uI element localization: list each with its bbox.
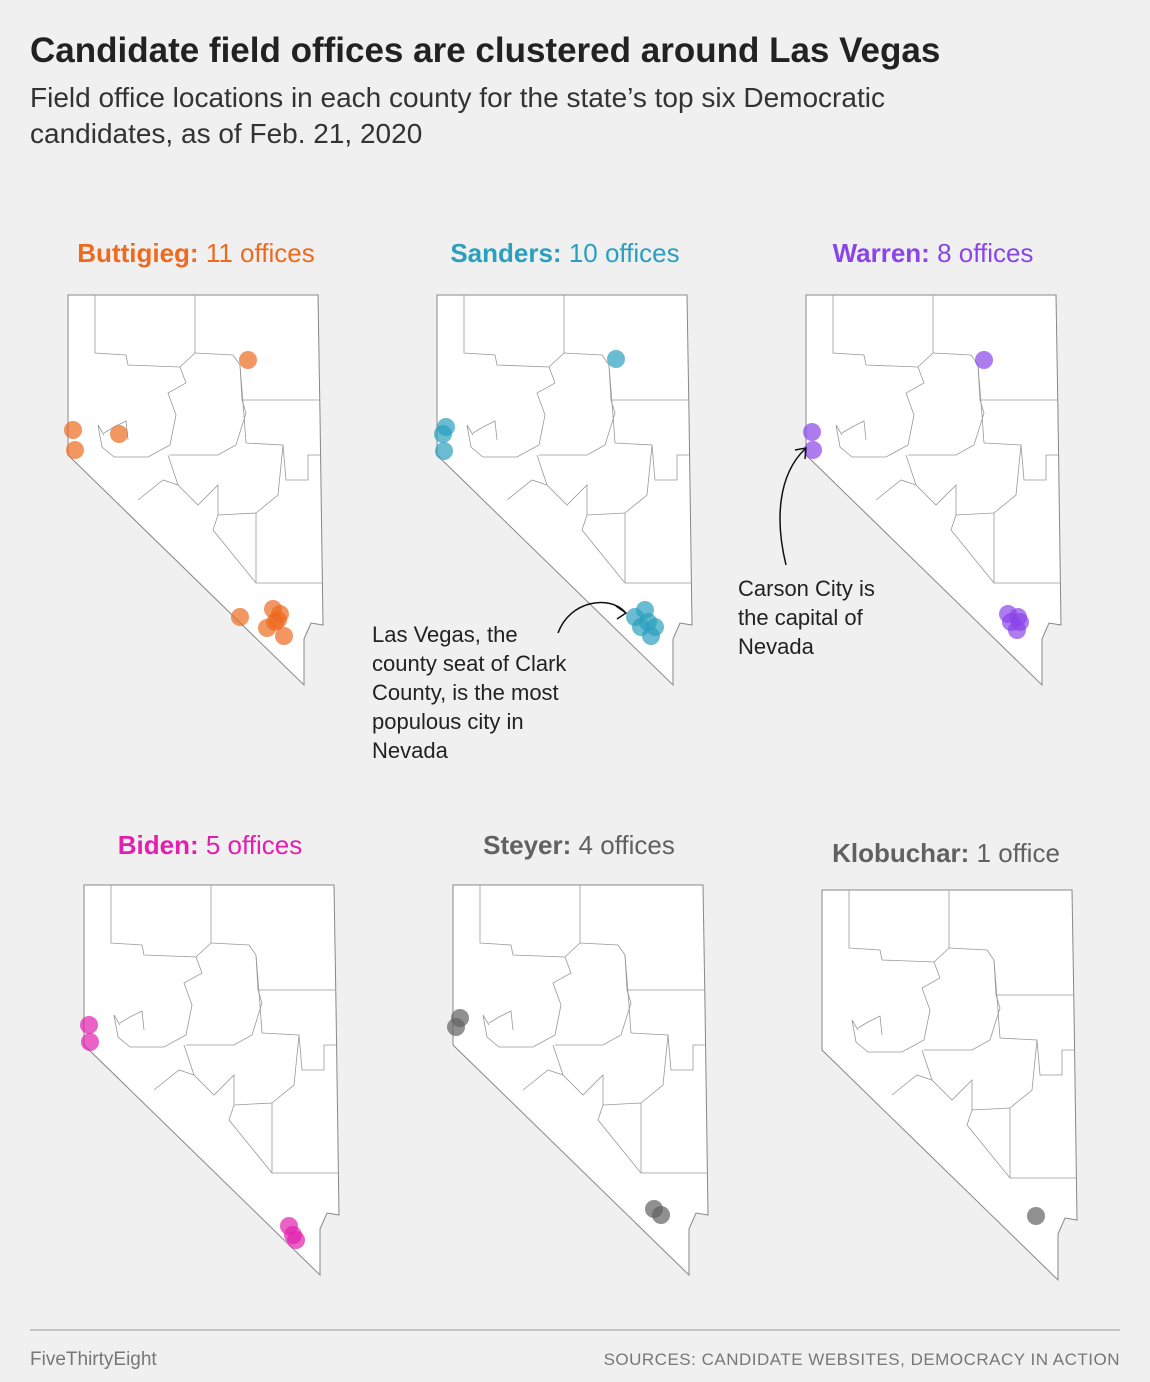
office-count: 5 offices (206, 830, 302, 860)
office-count: 1 office (977, 838, 1060, 868)
office-dot (275, 627, 293, 645)
panel-title: Warren: 8 offices (833, 238, 1034, 268)
candidate-name: Sanders: (450, 238, 561, 268)
panel-title: Buttigieg: 11 offices (77, 238, 314, 268)
office-dot (434, 425, 452, 443)
subtitle: Field office locations in each county fo… (30, 82, 885, 113)
annotation (557, 447, 807, 634)
office-dot (447, 1018, 465, 1036)
state-map (447, 884, 709, 1276)
sources: SOURCES: CANDIDATE WEBSITES, DEMOCRACY I… (604, 1350, 1120, 1369)
state-map (80, 884, 340, 1276)
state-map (434, 294, 693, 686)
nevada-outline (67, 294, 324, 686)
annotation-text: Nevada (372, 738, 449, 763)
office-dot (80, 1016, 98, 1034)
office-dot (607, 350, 625, 368)
state-map (803, 294, 1062, 686)
annotation-text: Las Vegas, the (372, 622, 518, 647)
annotation-text: county seat of Clark (372, 651, 567, 676)
office-count: 11 offices (206, 238, 315, 268)
office-dot (642, 627, 660, 645)
office-dot (269, 611, 287, 629)
panel-title: Biden: 5 offices (118, 830, 302, 860)
candidate-name: Buttigieg: (77, 238, 198, 268)
annotation-text: Nevada (738, 634, 815, 659)
office-dot (652, 1206, 670, 1224)
state-map (821, 889, 1078, 1281)
office-dot (239, 351, 257, 369)
office-dot (803, 423, 821, 441)
state-map (64, 294, 324, 686)
annotation-text: populous city in (372, 709, 524, 734)
annotation-text: County, is the most (372, 680, 559, 705)
office-count: 8 offices (937, 238, 1033, 268)
office-count: 10 offices (569, 238, 680, 268)
office-dot (66, 441, 84, 459)
office-dot (975, 351, 993, 369)
panels: Buttigieg: 11 offices Sanders: 10 offices… (64, 238, 1078, 1281)
title: Candidate field offices are clustered ar… (30, 31, 940, 70)
nevada-outline (83, 884, 340, 1276)
candidate-name: Biden: (118, 830, 199, 860)
office-dot (435, 442, 453, 460)
office-dot (284, 1226, 302, 1244)
panel-title: Sanders: 10 offices (450, 238, 679, 268)
brand: FiveThirtyEight (30, 1349, 157, 1370)
panel-title: Klobuchar: 1 office (832, 838, 1060, 868)
office-dot (231, 608, 249, 626)
office-dot (804, 441, 822, 459)
office-dot (64, 421, 82, 439)
office-dot (81, 1033, 99, 1051)
office-dot (1008, 621, 1026, 639)
office-dot (1027, 1207, 1045, 1225)
annotation-text: Carson City is (738, 576, 875, 601)
candidate-name: Steyer: (483, 830, 571, 860)
office-count: 4 offices (579, 830, 675, 860)
candidate-name: Klobuchar: (832, 838, 969, 868)
annotation-text: the capital of (738, 605, 864, 630)
subtitle: candidates, as of Feb. 21, 2020 (30, 118, 422, 149)
office-dot (110, 425, 128, 443)
candidate-name: Warren: (833, 238, 930, 268)
panel-title: Steyer: 4 offices (483, 830, 675, 860)
